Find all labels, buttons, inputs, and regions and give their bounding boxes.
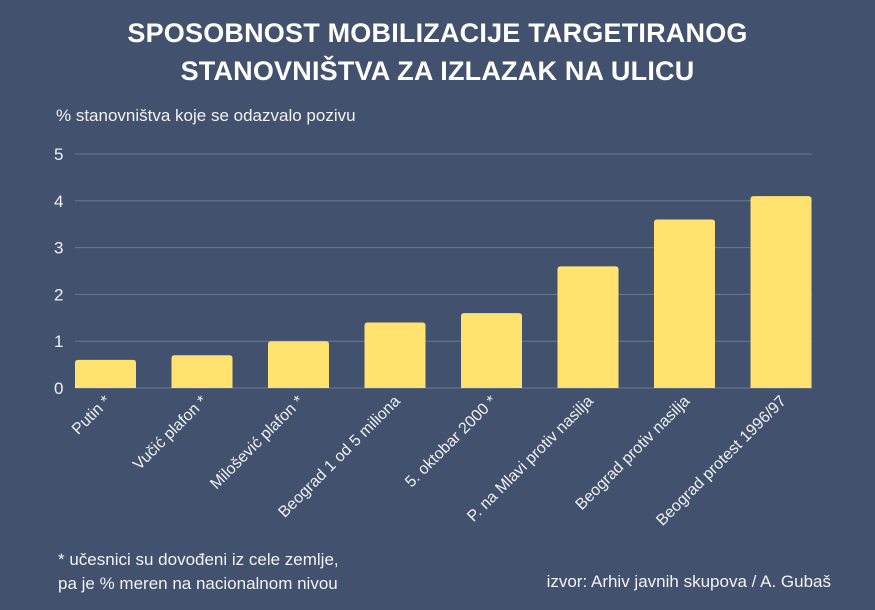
- x-tick-label: 5. oktobar 2000 *: [402, 393, 500, 491]
- source-note: izvor: Arhiv javnih skupova / A. Gubaš: [546, 572, 831, 591]
- x-tick-label: Vučić plafon *: [130, 393, 211, 474]
- bar: [461, 313, 522, 388]
- y-tick-label: 4: [54, 192, 63, 211]
- bar: [750, 196, 812, 388]
- y-tick-label: 5: [54, 145, 63, 164]
- y-tick-label: 1: [54, 332, 63, 351]
- footnote: * učesnici su dovođeni iz cele zemlje, p…: [58, 548, 339, 596]
- x-tick-label: Putin *: [69, 393, 114, 438]
- bar: [268, 341, 329, 388]
- bar: [364, 322, 426, 388]
- bar: [557, 266, 619, 388]
- y-axis-label: % stanovništva koje se odazvalo pozivu: [56, 106, 356, 125]
- x-tick-label: Milošević plafon *: [207, 393, 307, 493]
- bar: [75, 359, 136, 388]
- chart-title: SPOSOBNOST MOBILIZACIJE TARGETIRANOG STA…: [0, 14, 875, 90]
- y-tick-label: 0: [54, 379, 63, 398]
- footnote-line-1: * učesnici su dovođeni iz cele zemlje,: [58, 550, 339, 569]
- bar: [171, 355, 233, 388]
- chart-title-line-2: STANOVNIŠTVA ZA IZLAZAK NA ULICU: [180, 56, 695, 86]
- footnote-line-2: pa je % meren na nacionalnom nivou: [58, 574, 338, 593]
- chart-title-line-1: SPOSOBNOST MOBILIZACIJE TARGETIRANOG: [127, 18, 748, 48]
- y-tick-label: 2: [54, 285, 63, 304]
- bar: [654, 219, 715, 388]
- y-tick-label: 3: [54, 239, 63, 258]
